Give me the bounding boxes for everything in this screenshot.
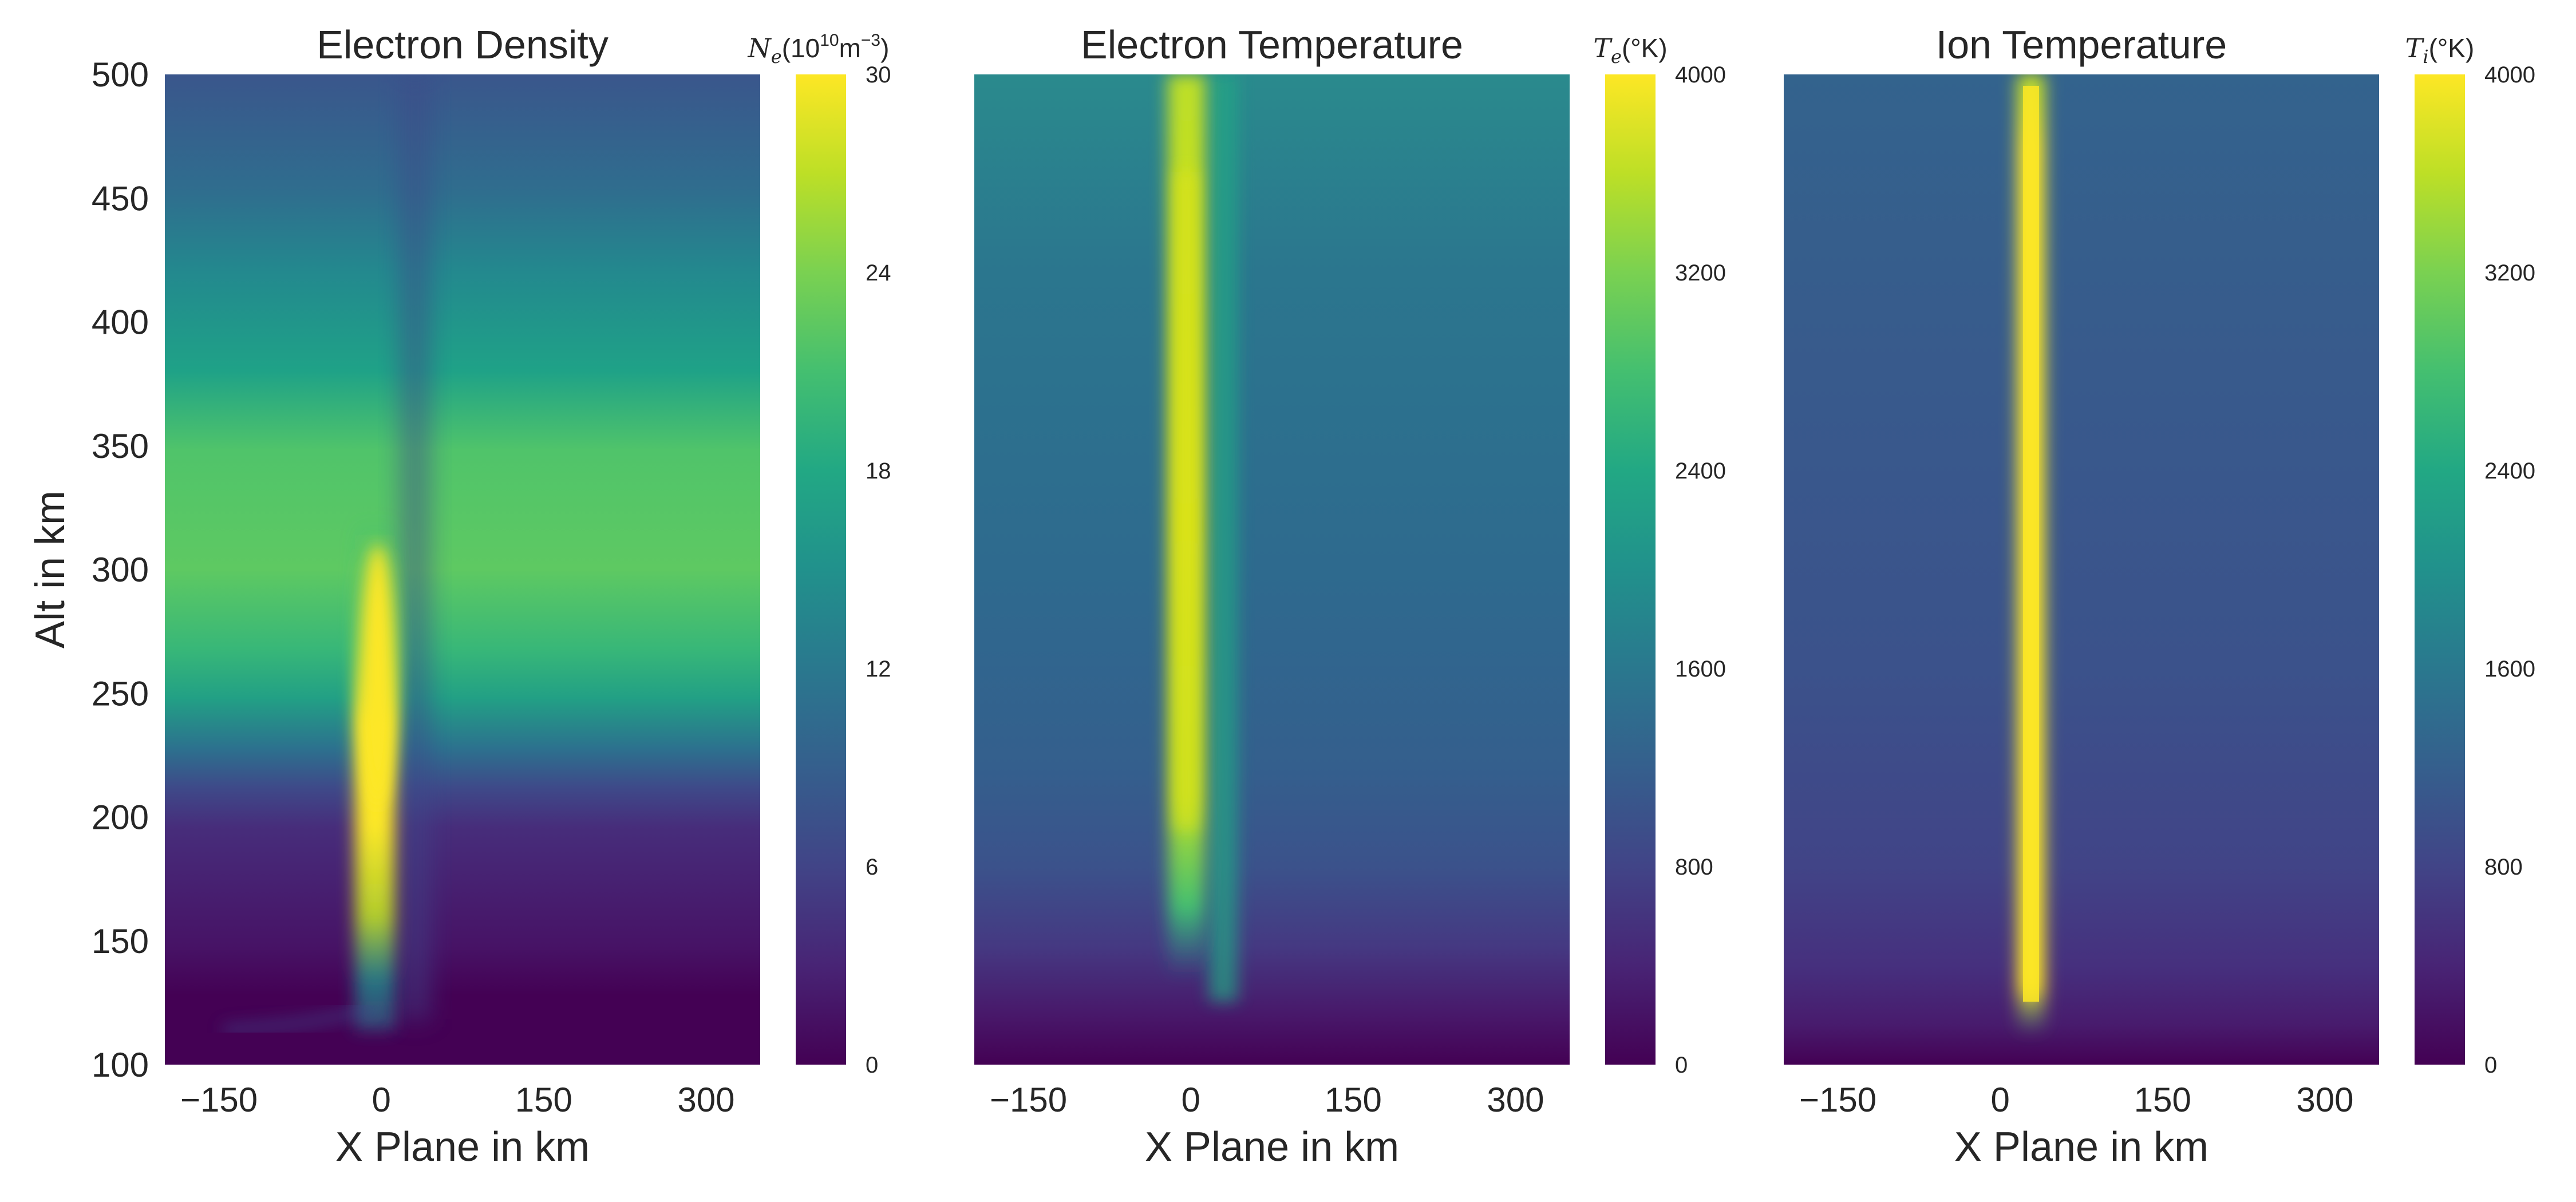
y-tick-label: 350	[92, 427, 149, 465]
colorbar-tick-label: 800	[2484, 855, 2523, 880]
y-tick-label: 150	[92, 922, 149, 960]
y-tick-label: 450	[92, 179, 149, 218]
colorbar-tick-label: 24	[866, 260, 891, 286]
heatmap-background	[974, 74, 1570, 1065]
colorbar-electron-temperature: 0 800 1600 2400 3200 4000 Te(°K)	[1593, 33, 1726, 1078]
x-tick-label: 150	[1325, 1081, 1382, 1119]
colorbar-gradient	[1605, 74, 1656, 1065]
chart-title: Ion Temperature	[1936, 22, 2227, 67]
y-tick-label: 400	[92, 303, 149, 342]
x-tick-label: −150	[1799, 1081, 1876, 1119]
colorbar-label: Ne(1010m−3)	[748, 31, 890, 68]
heatmap-electron-temperature	[974, 74, 1570, 1065]
x-tick-label: −150	[180, 1081, 258, 1119]
x-axis-label: X Plane in km	[335, 1124, 590, 1170]
colorbar-tick-label: 30	[866, 62, 891, 88]
x-tick-label: 0	[1990, 1081, 2009, 1119]
chart-title: Electron Temperature	[1081, 22, 1463, 67]
colorbar-tick-labels: 0 800 1600 2400 3200 4000	[1675, 62, 1726, 1078]
colorbar-tick-labels: 0 6 12 18 24 30	[866, 62, 891, 1078]
panel-electron-temperature: Electron Temperature −150 0 150 300 X Plane…	[974, 22, 1726, 1170]
heatmap-electron-density	[165, 74, 760, 1065]
x-tick-label: 0	[372, 1081, 390, 1119]
x-tick-label: 300	[1487, 1081, 1544, 1119]
colorbar-gradient	[2415, 74, 2465, 1065]
heatmap-side-channel	[1209, 74, 1238, 1002]
colorbar-ion-temperature: 0 800 1600 2400 3200 4000 Ti(°K)	[2405, 33, 2535, 1078]
colorbar-tick-label: 0	[866, 1053, 878, 1078]
x-tick-labels: −150 0 150 300	[180, 1081, 735, 1119]
colorbar-tick-label: 800	[1675, 855, 1713, 880]
colorbar-electron-density: 0 6 12 18 24 30 Ne(1010m−3)	[748, 31, 891, 1078]
colorbar-tick-label: 0	[1675, 1053, 1688, 1078]
y-tick-label: 500	[92, 56, 149, 94]
colorbar-tick-label: 2400	[1675, 458, 1726, 484]
y-tick-labels: 100 150 200 250 300 350 400 450 500	[92, 56, 149, 1084]
colorbar-tick-label: 4000	[2484, 62, 2535, 88]
colorbar-tick-label: 12	[866, 657, 891, 682]
x-tick-label: 0	[1181, 1081, 1200, 1119]
colorbar-tick-labels: 0 800 1600 2400 3200 4000	[2484, 62, 2535, 1078]
x-tick-label: 150	[515, 1081, 572, 1119]
x-tick-label: 150	[2134, 1081, 2191, 1119]
colorbar-tick-label: 4000	[1675, 62, 1726, 88]
colorbar-tick-label: 18	[866, 458, 891, 484]
colorbar-tick-label: 6	[866, 855, 878, 880]
colorbar-gradient	[796, 74, 846, 1065]
y-tick-label: 300	[92, 551, 149, 589]
colorbar-label: Te(°K)	[1593, 33, 1667, 68]
x-tick-label: 300	[677, 1081, 734, 1119]
heatmap-background	[1784, 74, 2379, 1065]
y-tick-label: 200	[92, 798, 149, 837]
colorbar-label: Ti(°K)	[2405, 33, 2475, 68]
x-tick-label: −150	[990, 1081, 1067, 1119]
x-axis-label: X Plane in km	[1954, 1124, 2208, 1170]
heatmap-ion-temperature	[1784, 74, 2379, 1065]
colorbar-tick-label: 0	[2484, 1053, 2497, 1078]
x-tick-labels: −150 0 150 300	[990, 1081, 1544, 1119]
heatmap-background	[165, 74, 760, 1065]
x-tick-labels: −150 0 150 300	[1799, 1081, 2354, 1119]
y-tick-label: 250	[92, 674, 149, 713]
colorbar-tick-label: 3200	[1675, 260, 1726, 286]
heatmap-hot-column-core	[2023, 86, 2039, 1002]
heatmap-low-trail	[223, 1002, 374, 1035]
colorbar-tick-label: 3200	[2484, 260, 2535, 286]
heatmap-side-channel	[401, 74, 429, 1019]
x-tick-label: 300	[2296, 1081, 2353, 1119]
y-tick-label: 100	[92, 1046, 149, 1084]
colorbar-tick-label: 1600	[1675, 657, 1726, 682]
panel-electron-density: Electron Density −150 0 150 300 10015020025…	[27, 22, 891, 1170]
chart-title: Electron Density	[317, 22, 609, 67]
colorbar-tick-label: 2400	[2484, 458, 2535, 484]
heatmap-hot-column-core	[1176, 172, 1196, 830]
y-axis-label: Alt in km	[27, 491, 73, 649]
colorbar-tick-label: 1600	[2484, 657, 2535, 682]
panel-ion-temperature: Ion Temperature −150 0 150 300 X Plane in k…	[1784, 22, 2535, 1170]
heatmap-peak	[359, 544, 396, 807]
x-axis-label: X Plane in km	[1145, 1124, 1399, 1170]
